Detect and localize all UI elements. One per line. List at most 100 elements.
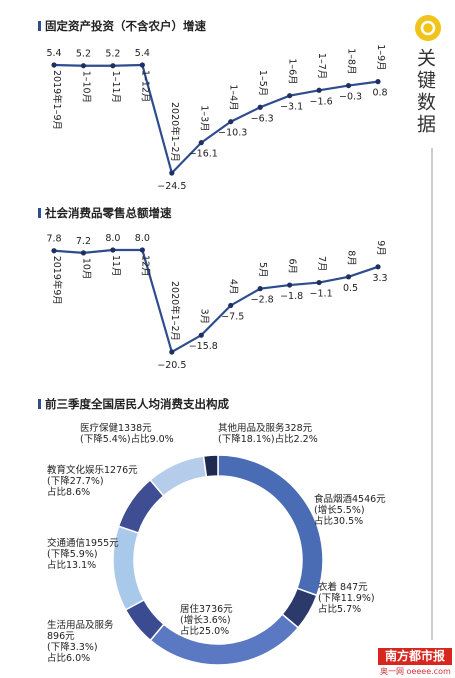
series-line <box>53 63 379 176</box>
brand: 南方都市报 <box>378 648 452 665</box>
label-line: (下降5.4%) <box>80 433 131 445</box>
chart-title: 社会消费品零售总额增速 <box>44 206 172 220</box>
point <box>80 250 87 256</box>
label-line: (下降5.9%) <box>47 548 98 560</box>
series-line <box>53 248 379 354</box>
value-label: −24.5 <box>157 181 186 192</box>
label-line: (下降3.3%) <box>47 641 98 653</box>
category-label: 1–8月 <box>346 48 357 74</box>
point <box>228 119 234 125</box>
label-line: (下降11.9%) <box>318 592 375 604</box>
segment-label: 居住3736元(增长3.6%)占比25.0% <box>180 603 233 637</box>
donut-segment <box>149 455 208 497</box>
category-label: 5月 <box>257 262 268 278</box>
value-label: 8.0 <box>135 233 150 244</box>
share-label: 占比30.5% <box>314 515 363 527</box>
point <box>198 332 204 338</box>
value-label: −1.1 <box>310 289 333 300</box>
category-label: 11月 <box>110 255 121 277</box>
value-label: 7.8 <box>46 234 61 245</box>
value-label: −10.3 <box>218 128 247 139</box>
point <box>257 104 263 110</box>
label-line: 生活用品及服务 <box>47 619 114 631</box>
value-label: −1.6 <box>310 96 333 107</box>
label-line: 医疗保健1338元 <box>80 422 152 434</box>
point <box>110 63 116 69</box>
category-label: 1–5月 <box>257 70 268 96</box>
site: 奥一网 oeeee.com <box>380 667 451 676</box>
donut-segment <box>217 454 324 597</box>
label-line: 教育文化娱乐1276元 <box>47 464 138 476</box>
category-label: 3月 <box>198 309 209 325</box>
share-label: 占比9.0% <box>131 433 174 445</box>
value-label: 5.4 <box>46 48 61 59</box>
category-label: 6月 <box>287 259 298 275</box>
value-label: 5.4 <box>135 48 150 59</box>
sidebar-label: 关键数据 <box>414 48 436 136</box>
share-label: 占比6.0% <box>47 652 90 664</box>
label-line: (增长5.5%) <box>314 504 365 516</box>
point <box>198 140 204 146</box>
point <box>345 82 352 89</box>
share-label: 占比13.1% <box>47 559 96 571</box>
logo-mark <box>420 20 436 36</box>
chart-title: 前三季度全国居民人均消费支出构成 <box>45 397 229 411</box>
value-label: 8.0 <box>105 233 120 244</box>
share-label: 占比5.7% <box>318 603 361 615</box>
point <box>228 302 234 309</box>
value-label: −3.1 <box>280 102 303 113</box>
category-label: 8月 <box>346 250 357 266</box>
point <box>287 93 293 99</box>
value-label: 0.8 <box>372 88 387 99</box>
point <box>375 79 381 85</box>
segment-label: 教育文化娱乐1276元(下降27.7%)占比8.6% <box>47 464 138 498</box>
value-label: −16.1 <box>189 149 218 160</box>
label-line: 其他用品及服务328元 <box>218 422 313 434</box>
point <box>257 286 263 292</box>
segment-label: 其他用品及服务328元(下降18.1%)占比2.2% <box>218 422 318 445</box>
value-label: −0.3 <box>339 92 362 103</box>
value-label: −1.8 <box>280 291 303 302</box>
label-line: 食品烟酒4546元 <box>314 493 386 505</box>
category-label: 1–4月 <box>228 84 239 110</box>
point <box>316 87 322 93</box>
point <box>51 248 57 254</box>
category-label: 12月 <box>139 255 150 277</box>
label-line: 衣着 847元 <box>318 581 368 593</box>
category-label: 7月 <box>316 256 327 272</box>
label-line: (下降18.1%) <box>218 433 275 445</box>
point <box>51 62 57 68</box>
value-label: −2.8 <box>251 295 274 306</box>
category-label: 2020年1–2月 <box>169 281 181 341</box>
label-line: (下降27.7%) <box>47 475 104 487</box>
value-label: −7.5 <box>221 311 244 322</box>
share-label: 占比2.2% <box>275 433 318 445</box>
label-line: 896元 <box>47 631 75 642</box>
segment-label: 食品烟酒4546元(增长5.5%)占比30.5% <box>314 493 386 527</box>
share-label: 占比25.0% <box>180 625 229 637</box>
title-bullet <box>38 21 41 31</box>
point <box>316 279 322 286</box>
label-line: (增长3.6%) <box>180 614 231 626</box>
value-label: 3.3 <box>372 273 387 284</box>
value-label: 5.2 <box>105 49 120 60</box>
segment-label: 交通通信1955元(下降5.9%)占比13.1% <box>47 537 119 571</box>
segment-label: 衣着 847元(下降11.9%)占比5.7% <box>318 581 375 615</box>
category-label: 2019年9月 <box>51 256 63 305</box>
title-bullet <box>38 399 41 409</box>
category-label: 2020年1–2月 <box>169 102 181 162</box>
donut-segment <box>202 454 219 478</box>
segment-label: 医疗保健1338元(下降5.4%)占比9.0% <box>80 422 174 445</box>
label-line: 居住3736元 <box>180 603 233 615</box>
point <box>139 247 145 253</box>
point <box>169 349 175 355</box>
segment-label: 生活用品及服务 896元(下降3.3%)占比6.0% <box>47 619 114 664</box>
logo <box>415 15 441 41</box>
value-label: −6.3 <box>251 113 274 124</box>
category-label: 1–12月 <box>139 70 150 102</box>
category-label: 1–10月 <box>80 71 91 103</box>
point <box>139 62 145 68</box>
value-label: −15.8 <box>189 341 218 352</box>
